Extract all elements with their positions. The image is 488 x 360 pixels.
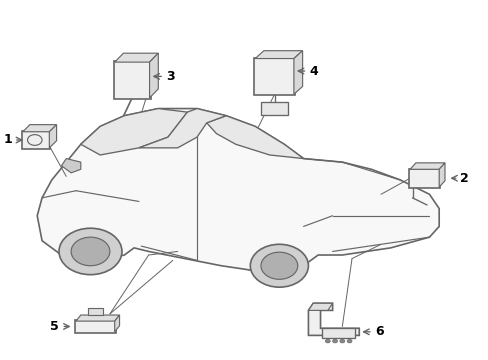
- Circle shape: [59, 228, 122, 275]
- FancyBboxPatch shape: [114, 62, 150, 99]
- Polygon shape: [149, 53, 158, 98]
- Polygon shape: [81, 109, 187, 155]
- Polygon shape: [255, 51, 302, 59]
- Polygon shape: [206, 116, 303, 158]
- FancyBboxPatch shape: [261, 103, 287, 114]
- Circle shape: [71, 237, 110, 266]
- FancyBboxPatch shape: [21, 131, 50, 149]
- FancyBboxPatch shape: [75, 320, 116, 333]
- Polygon shape: [438, 163, 444, 187]
- FancyBboxPatch shape: [87, 308, 103, 315]
- Text: 3: 3: [166, 70, 175, 83]
- Circle shape: [332, 339, 337, 343]
- Polygon shape: [308, 303, 359, 336]
- Text: 1: 1: [3, 134, 12, 147]
- Text: 5: 5: [50, 320, 59, 333]
- Polygon shape: [61, 158, 81, 173]
- Circle shape: [261, 252, 297, 279]
- Polygon shape: [37, 109, 438, 273]
- Polygon shape: [76, 315, 119, 321]
- Text: 4: 4: [309, 64, 318, 77]
- Polygon shape: [139, 109, 225, 148]
- Polygon shape: [293, 51, 302, 94]
- FancyBboxPatch shape: [322, 328, 354, 338]
- Text: 2: 2: [460, 172, 468, 185]
- FancyBboxPatch shape: [408, 168, 439, 188]
- Polygon shape: [49, 125, 57, 148]
- Circle shape: [339, 339, 344, 343]
- Circle shape: [346, 339, 351, 343]
- Polygon shape: [115, 315, 119, 332]
- Polygon shape: [22, 125, 57, 132]
- FancyBboxPatch shape: [254, 58, 294, 95]
- Polygon shape: [115, 53, 158, 62]
- Polygon shape: [308, 303, 332, 310]
- Polygon shape: [409, 163, 444, 169]
- Text: 6: 6: [374, 325, 383, 338]
- Circle shape: [250, 244, 308, 287]
- Circle shape: [325, 339, 329, 343]
